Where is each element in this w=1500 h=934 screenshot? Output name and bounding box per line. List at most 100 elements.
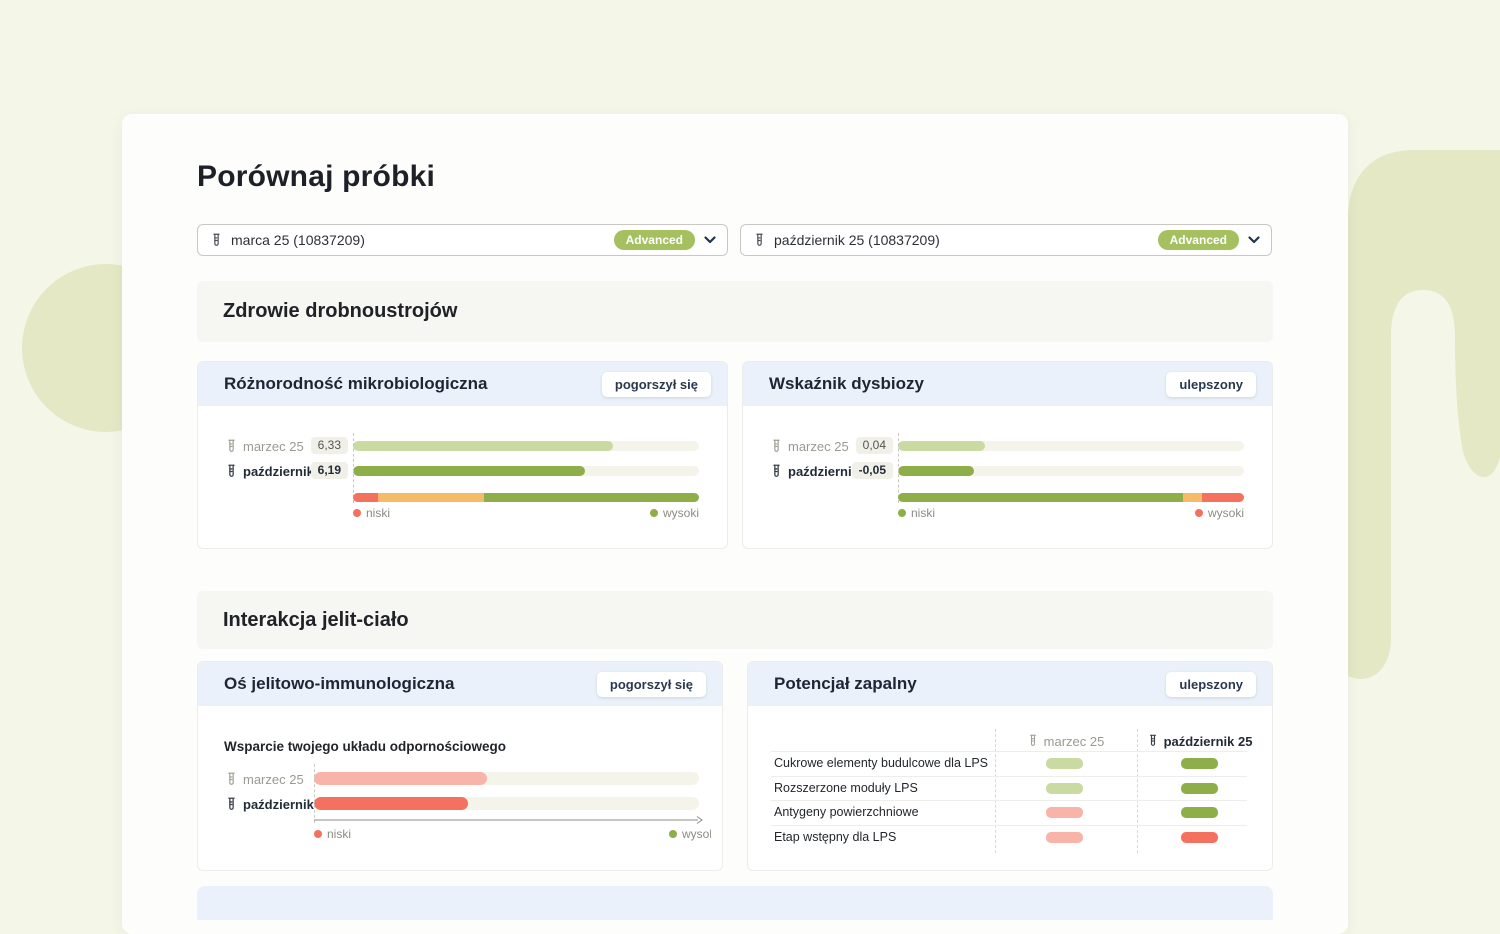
legend-right: wysoki bbox=[669, 827, 711, 841]
result-pill bbox=[1181, 832, 1218, 843]
status-badge: pogorszył się bbox=[601, 371, 711, 397]
row-divider bbox=[771, 776, 1247, 777]
legend-dot bbox=[353, 509, 361, 517]
legend: niski wysoki bbox=[898, 506, 1244, 520]
main-panel: Porównaj próbki marca 25 (10837209) Adva… bbox=[122, 114, 1348, 934]
column-dashed-divider bbox=[1137, 729, 1138, 853]
sample-label: październik 25 bbox=[243, 463, 332, 479]
test-tube-icon bbox=[226, 772, 237, 787]
row-divider bbox=[771, 800, 1247, 801]
sample-label: październik 25 bbox=[243, 796, 332, 812]
sample-row: marzec 25 bbox=[226, 770, 304, 788]
table-row-label: Etap wstępny dla LPS bbox=[774, 830, 897, 844]
test-tube-icon bbox=[1148, 734, 1158, 748]
sample-row: październik 25 bbox=[226, 795, 332, 813]
page-title: Porównaj próbki bbox=[197, 160, 436, 193]
card-title: Różnorodność mikrobiologiczna bbox=[224, 374, 488, 393]
result-pill bbox=[1046, 807, 1083, 818]
test-tube-icon bbox=[211, 233, 222, 248]
bar-track bbox=[314, 772, 699, 785]
baseline-dashed-line bbox=[898, 433, 899, 503]
value-pill: 6,33 bbox=[310, 437, 348, 454]
column-header-before: marzec 25 bbox=[995, 733, 1137, 749]
chart-clip-area: Wsparcie twojego układu odpornościowego … bbox=[198, 706, 711, 870]
chevron-down-icon[interactable] bbox=[704, 231, 716, 249]
bar-fill bbox=[898, 466, 975, 476]
legend-label: wysoki bbox=[682, 827, 711, 841]
bar-fill bbox=[898, 441, 985, 451]
result-pill bbox=[1046, 783, 1083, 794]
value-pill-wrap: -0,05 bbox=[743, 462, 893, 479]
table-row-label: Rozszerzone moduły LPS bbox=[774, 781, 918, 795]
legend-label: wysoki bbox=[662, 506, 699, 520]
section-header-gut-body-interaction: Interakcja jelit-ciało bbox=[197, 591, 1273, 649]
column-label: marzec 25 bbox=[1043, 733, 1105, 749]
bar-track bbox=[353, 466, 699, 476]
scale-bar bbox=[898, 493, 1244, 502]
card-dysbiosis-index: Wskaźnik dysbiozy ulepszony marzec 25 0,… bbox=[742, 361, 1273, 549]
scale-bar bbox=[353, 493, 699, 502]
result-pill bbox=[1046, 832, 1083, 843]
section-header-microbial-health: Zdrowie drobnoustrojów bbox=[197, 281, 1273, 342]
value-pill: 6,19 bbox=[310, 462, 348, 479]
legend-label: niski bbox=[911, 506, 936, 520]
status-badge: ulepszony bbox=[1166, 371, 1256, 397]
bar-track bbox=[898, 441, 1244, 451]
result-pill bbox=[1181, 758, 1218, 769]
status-badge: pogorszył się bbox=[596, 671, 706, 697]
legend-dot bbox=[649, 509, 658, 517]
sample-selector-left[interactable]: marca 25 (10837209) Advanced bbox=[197, 224, 728, 256]
card-gut-immune-axis: Oś jelitowo-immunologiczna pogorszył się… bbox=[197, 661, 723, 871]
chevron-down-icon[interactable] bbox=[1248, 231, 1260, 249]
legend-label: wysoki bbox=[1207, 506, 1244, 520]
column-label: październik 25 bbox=[1163, 733, 1253, 749]
card-microbial-diversity: Różnorodność mikrobiologiczna pogorszył … bbox=[197, 361, 728, 549]
advanced-badge: Advanced bbox=[613, 230, 695, 250]
card-title: Potencjał zapalny bbox=[774, 674, 917, 693]
result-pill bbox=[1181, 783, 1218, 794]
row-divider bbox=[771, 751, 1247, 752]
test-tube-icon bbox=[754, 233, 765, 248]
card-inflammatory-potential: Potencjał zapalny ulepszony marzec 25 pa… bbox=[747, 661, 1273, 871]
legend: niski wysoki bbox=[353, 506, 699, 520]
selected-sample-label: październik 25 (10837209) bbox=[774, 232, 940, 248]
test-tube-icon bbox=[226, 797, 237, 812]
legend-label: niski bbox=[366, 506, 391, 520]
next-card-header-peek bbox=[197, 886, 1273, 920]
selected-sample-label: marca 25 (10837209) bbox=[231, 232, 365, 248]
test-tube-icon bbox=[771, 464, 782, 479]
value-pill-wrap: 0,04 bbox=[743, 437, 893, 454]
legend-dot bbox=[1194, 509, 1203, 517]
bar-track bbox=[898, 466, 1244, 476]
result-pill bbox=[1181, 807, 1218, 818]
test-tube-icon bbox=[226, 464, 237, 479]
test-tube-icon bbox=[226, 439, 237, 454]
bar-fill bbox=[314, 797, 468, 810]
row-divider bbox=[771, 825, 1247, 826]
sample-row: marzec 25 bbox=[226, 437, 304, 455]
status-badge: ulepszony bbox=[1166, 671, 1256, 697]
metric-subtitle: Wsparcie twojego układu odpornościowego bbox=[224, 739, 507, 754]
sample-selector-right[interactable]: październik 25 (10837209) Advanced bbox=[740, 224, 1272, 256]
section-title: Interakcja jelit-ciało bbox=[223, 608, 409, 631]
advanced-badge: Advanced bbox=[1157, 230, 1239, 250]
sample-row: marzec 25 bbox=[771, 437, 849, 455]
column-dashed-divider bbox=[995, 729, 996, 853]
axis-arrow bbox=[314, 816, 703, 824]
bar-track bbox=[314, 797, 699, 810]
bar-fill bbox=[353, 466, 585, 476]
baseline-dashed-line bbox=[353, 433, 354, 503]
value-pill-wrap: 6,19 bbox=[198, 462, 348, 479]
legend-label: niski bbox=[327, 827, 352, 841]
legend-dot bbox=[314, 830, 322, 838]
bar-fill bbox=[314, 772, 488, 785]
section-title: Zdrowie drobnoustrojów bbox=[223, 300, 458, 322]
table-row-label: Cukrowe elementy budulcowe dla LPS bbox=[774, 756, 989, 770]
baseline-dashed-line bbox=[314, 764, 315, 823]
background-blob-wave bbox=[1348, 150, 1500, 679]
sample-label: marzec 25 bbox=[243, 771, 304, 787]
value-pill-wrap: 6,33 bbox=[198, 437, 348, 454]
value-pill: -0,05 bbox=[851, 462, 893, 479]
table-row-label: Antygeny powierzchniowe bbox=[774, 805, 919, 819]
bar-fill bbox=[353, 441, 613, 451]
